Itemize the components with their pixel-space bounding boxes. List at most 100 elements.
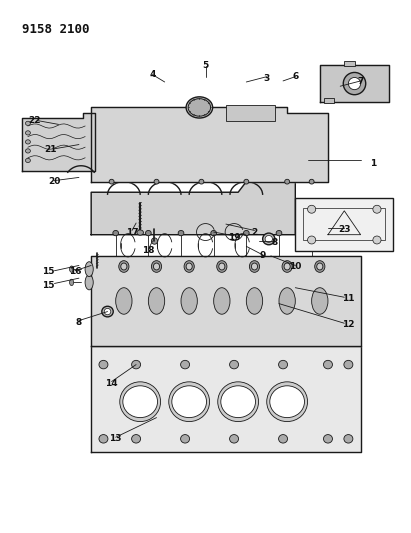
Ellipse shape (145, 230, 151, 236)
Ellipse shape (312, 288, 328, 314)
Ellipse shape (85, 275, 93, 290)
Text: 8: 8 (272, 238, 278, 247)
Text: 7: 7 (358, 77, 364, 86)
Ellipse shape (181, 288, 197, 314)
Ellipse shape (102, 306, 113, 317)
Ellipse shape (132, 360, 141, 369)
Text: 4: 4 (149, 70, 156, 79)
Ellipse shape (123, 386, 157, 418)
Text: 23: 23 (338, 225, 351, 234)
Text: 18: 18 (142, 246, 155, 255)
Ellipse shape (265, 236, 272, 243)
Ellipse shape (154, 179, 159, 184)
Ellipse shape (214, 288, 230, 314)
Ellipse shape (323, 360, 332, 369)
Ellipse shape (178, 230, 184, 236)
Ellipse shape (343, 72, 366, 95)
Text: 15: 15 (42, 268, 55, 276)
Ellipse shape (119, 261, 129, 272)
Ellipse shape (282, 261, 292, 272)
Ellipse shape (285, 179, 290, 184)
Ellipse shape (211, 230, 217, 236)
Text: 16: 16 (69, 268, 81, 276)
Text: 20: 20 (48, 177, 61, 186)
Ellipse shape (132, 434, 141, 443)
Text: 19: 19 (228, 233, 240, 242)
Ellipse shape (184, 261, 194, 272)
Ellipse shape (270, 386, 305, 418)
Ellipse shape (307, 236, 316, 244)
Ellipse shape (153, 263, 159, 270)
Ellipse shape (25, 140, 30, 144)
Ellipse shape (349, 77, 360, 90)
Bar (344, 61, 355, 66)
Ellipse shape (99, 434, 108, 443)
Text: 1: 1 (370, 159, 376, 167)
Ellipse shape (249, 261, 260, 272)
Ellipse shape (199, 179, 204, 184)
Ellipse shape (244, 179, 249, 184)
Ellipse shape (373, 236, 381, 244)
Ellipse shape (243, 230, 249, 236)
Ellipse shape (186, 97, 212, 118)
Bar (226, 105, 275, 120)
Ellipse shape (276, 230, 282, 236)
Ellipse shape (148, 288, 165, 314)
Text: 6: 6 (292, 72, 298, 81)
Ellipse shape (344, 360, 353, 369)
Polygon shape (91, 182, 296, 235)
Ellipse shape (252, 263, 258, 270)
Ellipse shape (279, 360, 288, 369)
Ellipse shape (69, 266, 74, 272)
Ellipse shape (309, 179, 314, 184)
Ellipse shape (246, 288, 263, 314)
Ellipse shape (279, 434, 288, 443)
Ellipse shape (25, 149, 30, 153)
Ellipse shape (85, 262, 93, 277)
Text: 15: 15 (42, 280, 55, 289)
Ellipse shape (315, 261, 325, 272)
Ellipse shape (307, 205, 316, 213)
Ellipse shape (219, 263, 225, 270)
Ellipse shape (137, 230, 143, 235)
Text: 14: 14 (105, 378, 118, 387)
Bar (324, 98, 334, 103)
Text: 2: 2 (252, 228, 258, 237)
Ellipse shape (115, 288, 132, 314)
Polygon shape (91, 346, 360, 452)
Bar (296, 198, 393, 251)
Text: 21: 21 (44, 146, 57, 155)
Ellipse shape (317, 263, 323, 270)
Text: 12: 12 (342, 320, 355, 329)
Text: 17: 17 (126, 228, 139, 237)
Text: 8: 8 (76, 318, 82, 327)
Ellipse shape (169, 382, 210, 422)
Ellipse shape (230, 434, 238, 443)
Polygon shape (22, 113, 95, 171)
Ellipse shape (120, 382, 161, 422)
Ellipse shape (104, 309, 111, 315)
Ellipse shape (323, 434, 332, 443)
Ellipse shape (373, 205, 381, 213)
Ellipse shape (267, 382, 307, 422)
Ellipse shape (69, 279, 74, 286)
Ellipse shape (151, 261, 162, 272)
Ellipse shape (25, 158, 30, 163)
Ellipse shape (99, 360, 108, 369)
Ellipse shape (230, 360, 238, 369)
Ellipse shape (172, 386, 206, 418)
Text: 5: 5 (202, 61, 209, 69)
Text: 11: 11 (342, 294, 355, 303)
Ellipse shape (263, 233, 275, 245)
Ellipse shape (180, 360, 189, 369)
Bar (303, 208, 385, 240)
Ellipse shape (180, 434, 189, 443)
Ellipse shape (218, 382, 259, 422)
Ellipse shape (284, 263, 290, 270)
Ellipse shape (186, 263, 192, 270)
Text: 10: 10 (289, 262, 302, 271)
Polygon shape (91, 256, 360, 346)
Ellipse shape (121, 263, 127, 270)
Ellipse shape (217, 261, 227, 272)
Ellipse shape (309, 230, 314, 236)
